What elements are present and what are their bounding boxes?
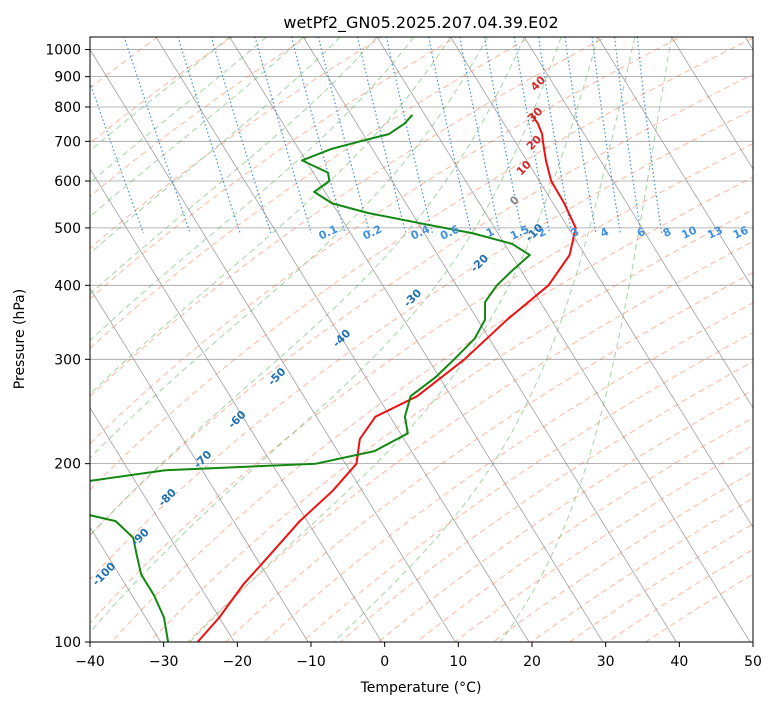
mixing-ratio-line [613,37,642,234]
dry-adiabat-line [90,37,607,398]
x-tick-label: 50 [744,654,762,670]
x-tick-label: 0 [380,654,389,670]
x-tick-label: −40 [75,654,105,670]
grid-lines [90,37,753,642]
x-tick-label: −20 [223,654,253,670]
moist-adiabat-line [90,37,267,184]
mixing-ratio-label: 13 [705,224,724,242]
y-tick-label: 600 [54,174,81,190]
dewpoint-profile-line [90,114,531,642]
y-axis: 100 200 300 400 500 600 700 800 900 1000 [45,43,90,651]
dry-adiabat-line [90,143,753,624]
mixing-ratio-line [483,37,523,234]
mixing-ratio-line [90,81,144,234]
dry-adiabat-line [90,37,383,250]
x-tick-label: 40 [670,654,688,670]
mixing-ratio-line [591,37,622,234]
x-tick-label: 30 [597,654,615,670]
dry-adiabat-line [90,37,159,89]
isotherm-line [90,526,162,642]
y-tick-label: 900 [54,70,81,86]
isotherm-line [450,37,753,529]
moist-adiabat-line [90,37,562,634]
mixing-ratio-line [537,37,573,234]
mixing-ratio-line [513,37,551,234]
profile-lines [90,114,577,642]
dry-adiabat-line [187,240,753,642]
isotherm-line [90,407,235,642]
dry-adiabat-line [301,331,753,642]
isotherm-line [597,37,753,290]
dry-adiabat-line [90,73,753,536]
dry-adiabat-line [263,302,753,642]
mixing-ratio-line [290,37,346,234]
moist-adiabat-line [90,37,488,459]
moist-adiabat-line [90,37,452,395]
isotherm-line [90,168,383,642]
isotherm-line [90,287,309,642]
moist-adiabat-line [90,37,341,255]
isotherm-line [90,48,456,642]
x-axis-title: Temperature (°C) [360,680,482,696]
mixing-ratio-line [356,37,407,234]
y-tick-label: 800 [54,100,81,116]
dry-adiabat-line [90,37,308,198]
dry-adiabat-line [90,37,682,445]
x-axis: −40 −30 −20 −10 0 10 20 30 40 50 [75,642,762,670]
mixing-ratio-line [317,37,371,234]
mixing-ratio-line [636,37,663,234]
x-tick-label: −30 [149,654,179,670]
moist-adiabat-line [333,37,636,642]
dry-adiabat-line [90,37,234,144]
y-tick-label: 300 [54,352,81,368]
dry-adiabat-line [90,37,753,491]
x-tick-label: −10 [296,654,326,670]
dry-adiabat-line [90,37,458,300]
isotherm-line [302,37,677,642]
y-tick-label: 400 [54,278,81,294]
moist-adiabat-line [90,37,415,342]
mixing-ratio-line [428,37,472,234]
dry-adiabat-line [149,209,753,642]
isotherm-line [671,37,753,170]
mixing-ratio-line [564,37,597,234]
temperature-profile-line [196,114,577,642]
y-tick-label: 1000 [45,43,81,59]
mixing-ratio-line [459,37,501,234]
y-axis-title: Pressure (hPa) [12,289,28,389]
isotherm-line [229,37,604,642]
x-tick-label: 10 [449,654,467,670]
dry-adiabat-line [377,389,753,642]
plot-frame [89,36,754,643]
moist-adiabat-line [500,37,673,642]
moist-adiabat-line [189,37,599,642]
plot-area: -100-90-80-70-60-50-40-30-20-100.1 0.2 0.4… [90,37,753,642]
y-tick-label: 100 [54,635,81,651]
y-tick-label: 200 [54,457,81,473]
isotherm-line [523,37,753,409]
y-tick-label: 500 [54,221,81,237]
mixing-ratio-label: 16 [731,223,751,241]
isotherm-line [155,37,530,642]
mixing-ratio-label: 10 [680,223,700,241]
chart-title: wetPf2_GN05.2025.207.04.39.E02 [283,13,558,33]
isotherm-line [376,37,751,642]
y-tick-label: 700 [54,134,81,150]
x-tick-label: 20 [523,654,541,670]
